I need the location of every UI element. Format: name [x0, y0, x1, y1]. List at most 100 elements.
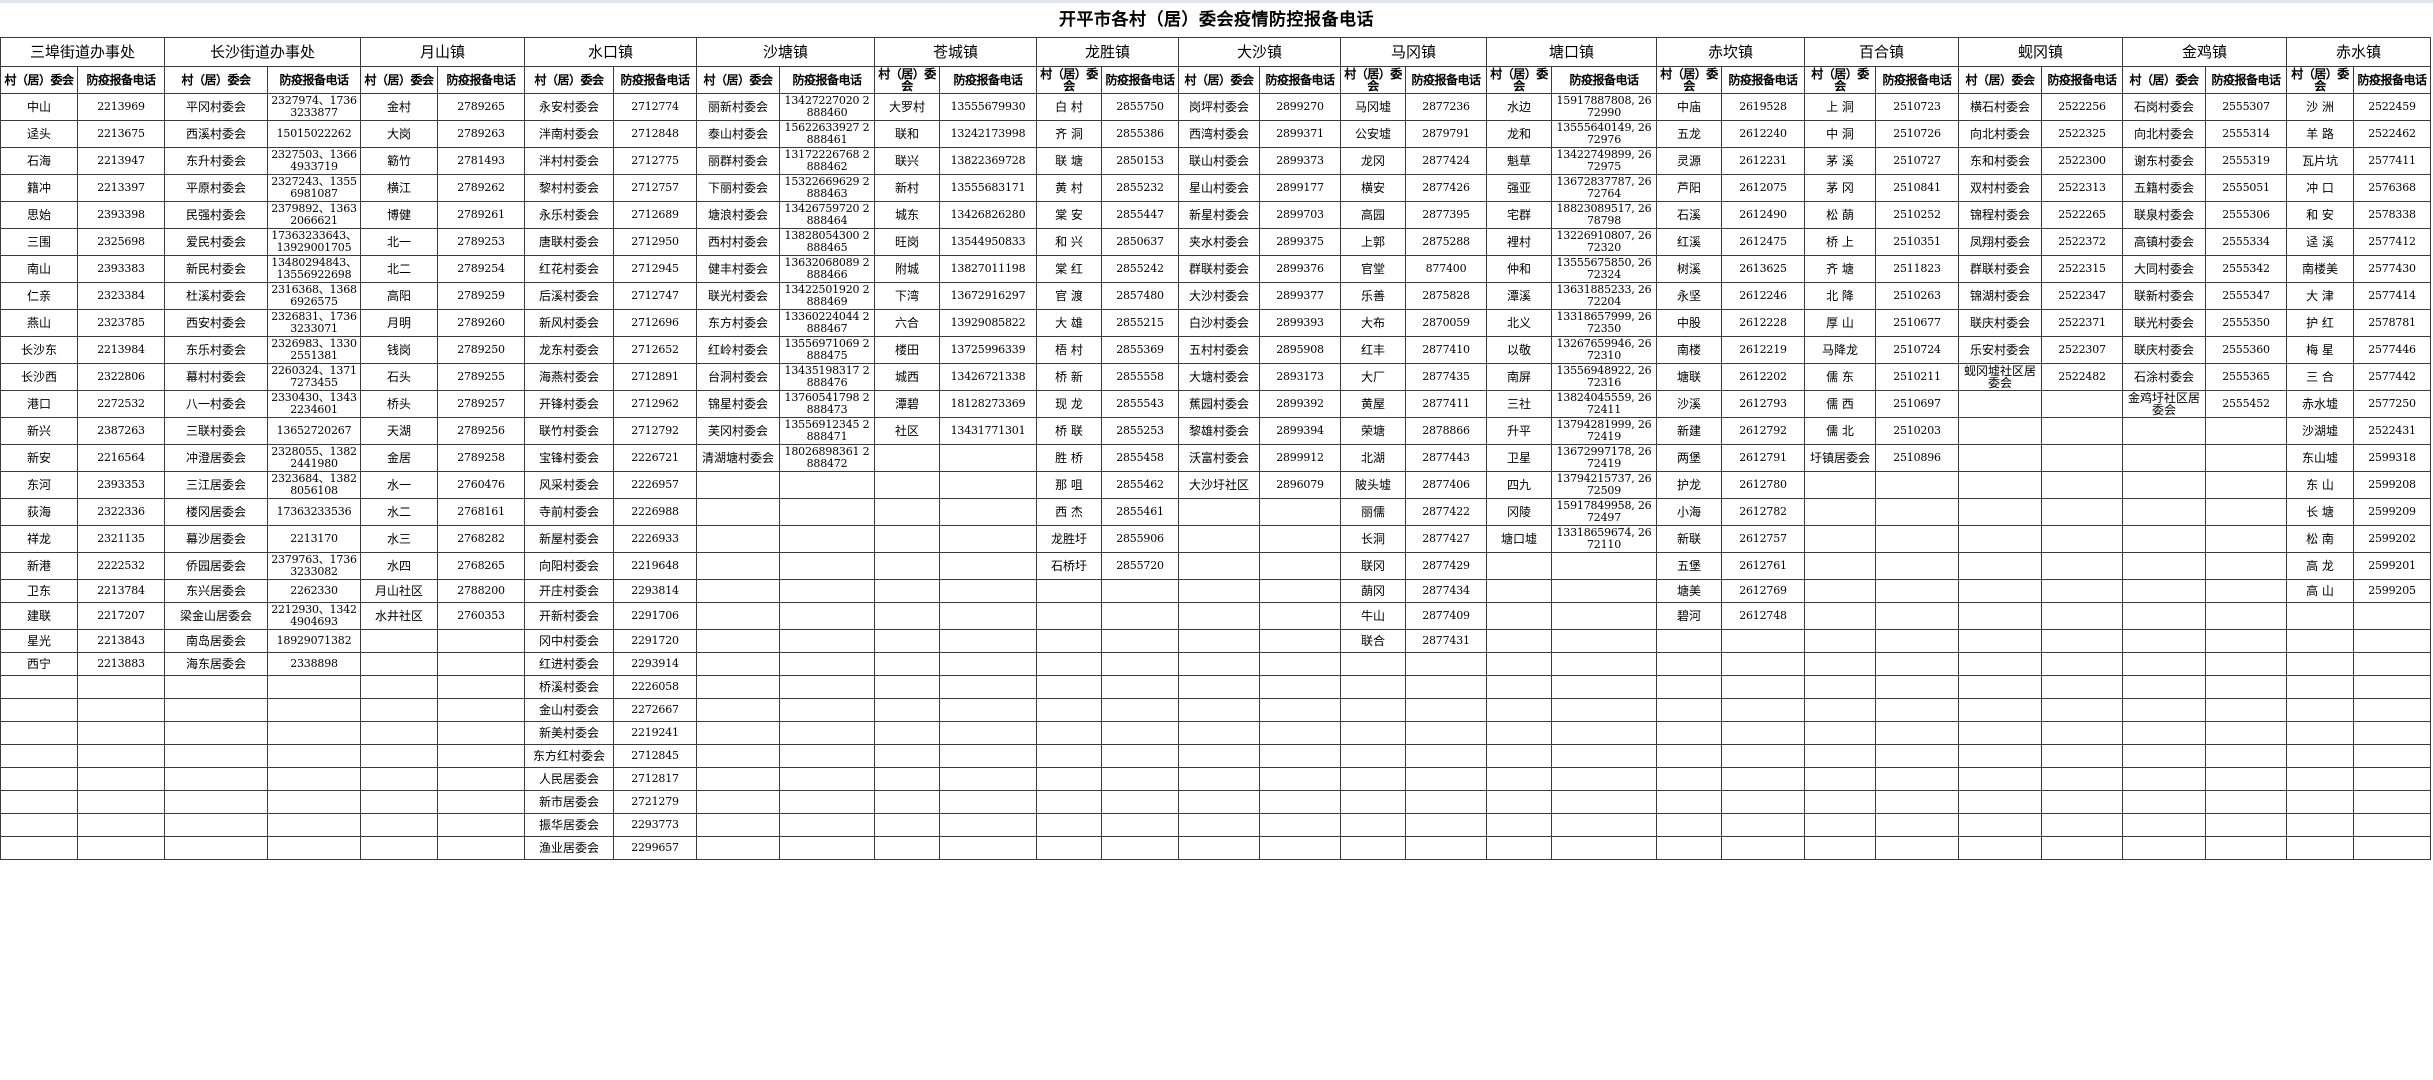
- phone-number-cell: 18929071382: [267, 629, 361, 653]
- town-header-row: 三埠街道办事处 长沙街道办事处 月山镇 水口镇 沙塘镇 苍城镇 龙胜镇 大沙镇 马冈镇 塘口镇 赤坎…: [0, 37, 2431, 67]
- empty-cell: [1804, 471, 1876, 499]
- phone-number-cell: 2555360: [2205, 336, 2287, 364]
- empty-cell: [1340, 721, 1406, 745]
- table-row: 新安 2216564 冲澄居委会 2328055、13822441980 金居 27892…: [0, 444, 2431, 472]
- phone-number-cell: 13822369728: [939, 147, 1037, 175]
- village-name-cell: 渔业居委会: [524, 836, 614, 860]
- village-name-cell: 胜 桥: [1036, 444, 1102, 472]
- village-name-cell: 三 合: [2286, 363, 2354, 391]
- empty-cell: [939, 698, 1037, 722]
- village-name-cell: 官 渡: [1036, 282, 1102, 310]
- phone-number-cell: 2522459: [2353, 93, 2431, 121]
- village-name-cell: 仁亲: [0, 282, 78, 310]
- phone-number-cell: 2599205: [2353, 579, 2431, 603]
- empty-cell: [1486, 675, 1552, 699]
- column-header-village: 村（居）委会: [2286, 66, 2354, 94]
- phone-number-cell: 2219241: [613, 721, 697, 745]
- empty-cell: [1036, 675, 1102, 699]
- phone-number-cell: 2788200: [437, 579, 525, 603]
- table-row: 新市居委会 2721279: [0, 790, 2431, 814]
- phone-number-cell: 2857480: [1101, 282, 1179, 310]
- column-header-village: 村（居）委会: [696, 66, 780, 94]
- village-name-cell: 岗坪村委会: [1178, 93, 1260, 121]
- phone-number-cell: 2522431: [2353, 417, 2431, 445]
- column-header-village: 村（居）委会: [164, 66, 268, 94]
- village-name-cell: 三社: [1486, 390, 1552, 418]
- phone-number-cell: 2855543: [1101, 390, 1179, 418]
- empty-cell: [1036, 790, 1102, 814]
- phone-number-cell: 2291720: [613, 629, 697, 653]
- empty-cell: [1804, 629, 1876, 653]
- table-row: 星光 2213843 南岛居委会 18929071382 冈中村委会 2291720 联合 2…: [0, 629, 2431, 653]
- phone-number-cell: 2789257: [437, 390, 525, 418]
- empty-cell: [1551, 602, 1657, 630]
- empty-cell: [1656, 675, 1722, 699]
- phone-number-cell: 2712747: [613, 282, 697, 310]
- empty-cell: [1721, 652, 1805, 676]
- village-name-cell: 黄屋: [1340, 390, 1406, 418]
- column-header-village: 村（居）委会: [1178, 66, 1260, 94]
- phone-number-cell: 2789265: [437, 93, 525, 121]
- village-name-cell: 月山社区: [360, 579, 438, 603]
- column-header-phone: 防疫报备电话: [1405, 66, 1487, 94]
- village-name-cell: 迳头: [0, 120, 78, 148]
- village-name-cell: 新建: [1656, 417, 1722, 445]
- empty-cell: [1259, 767, 1341, 791]
- empty-cell: [1178, 498, 1260, 526]
- village-name-cell: 儒 东: [1804, 363, 1876, 391]
- empty-cell: [939, 652, 1037, 676]
- empty-cell: [1486, 813, 1552, 837]
- empty-cell: [267, 813, 361, 837]
- empty-cell: [2122, 629, 2206, 653]
- empty-cell: [1551, 552, 1657, 580]
- empty-cell: [1405, 698, 1487, 722]
- empty-cell: [1178, 767, 1260, 791]
- phone-number-cell: 2855369: [1101, 336, 1179, 364]
- village-name-cell: 开庄村委会: [524, 579, 614, 603]
- empty-cell: [1486, 629, 1552, 653]
- table-row: 新港 2222532 侨园居委会 2379763、17363233082 水四 27682…: [0, 552, 2431, 580]
- empty-cell: [874, 767, 940, 791]
- phone-number-cell: 2877435: [1405, 363, 1487, 391]
- empty-cell: [437, 790, 525, 814]
- phone-number-cell: 2393398: [77, 201, 165, 229]
- empty-cell: [1178, 813, 1260, 837]
- village-name-cell: 和 兴: [1036, 228, 1102, 256]
- phone-number-cell: 13672837787, 2672764: [1551, 174, 1657, 202]
- town-header: 百合镇: [1804, 37, 1959, 67]
- empty-cell: [1656, 836, 1722, 860]
- empty-cell: [360, 721, 438, 745]
- empty-cell: [0, 675, 78, 699]
- empty-cell: [779, 498, 875, 526]
- phone-number-cell: 2893173: [1259, 363, 1341, 391]
- phone-number-cell: 2522307: [2041, 336, 2123, 364]
- empty-cell: [2353, 813, 2431, 837]
- phone-number-cell: 2226933: [613, 525, 697, 553]
- column-header-phone: 防疫报备电话: [1259, 66, 1341, 94]
- empty-cell: [1178, 698, 1260, 722]
- empty-cell: [1656, 652, 1722, 676]
- empty-cell: [2041, 390, 2123, 418]
- column-header-phone: 防疫报备电话: [2353, 66, 2431, 94]
- village-name-cell: 金山村委会: [524, 698, 614, 722]
- phone-number-cell: 13555640149, 2672976: [1551, 120, 1657, 148]
- village-name-cell: 金村: [360, 93, 438, 121]
- empty-cell: [1101, 652, 1179, 676]
- village-name-cell: 马冈墟: [1340, 93, 1406, 121]
- phone-number-cell: 13242173998: [939, 120, 1037, 148]
- village-name-cell: 高镇村委会: [2122, 228, 2206, 256]
- village-phone-table: 三埠街道办事处 长沙街道办事处 月山镇 水口镇 沙塘镇 苍城镇 龙胜镇 大沙镇 马冈镇 塘口镇 赤坎…: [0, 37, 2431, 860]
- empty-cell: [1804, 602, 1876, 630]
- empty-cell: [1875, 498, 1959, 526]
- empty-cell: [1958, 602, 2042, 630]
- empty-cell: [2122, 444, 2206, 472]
- phone-number-cell: 13672916297: [939, 282, 1037, 310]
- table-row: 东方红村委会 2712845: [0, 744, 2431, 768]
- empty-cell: [1551, 767, 1657, 791]
- village-name-cell: 高 龙: [2286, 552, 2354, 580]
- empty-cell: [1721, 767, 1805, 791]
- village-name-cell: 泰山村委会: [696, 120, 780, 148]
- empty-cell: [1178, 652, 1260, 676]
- empty-cell: [2286, 836, 2354, 860]
- empty-cell: [360, 836, 438, 860]
